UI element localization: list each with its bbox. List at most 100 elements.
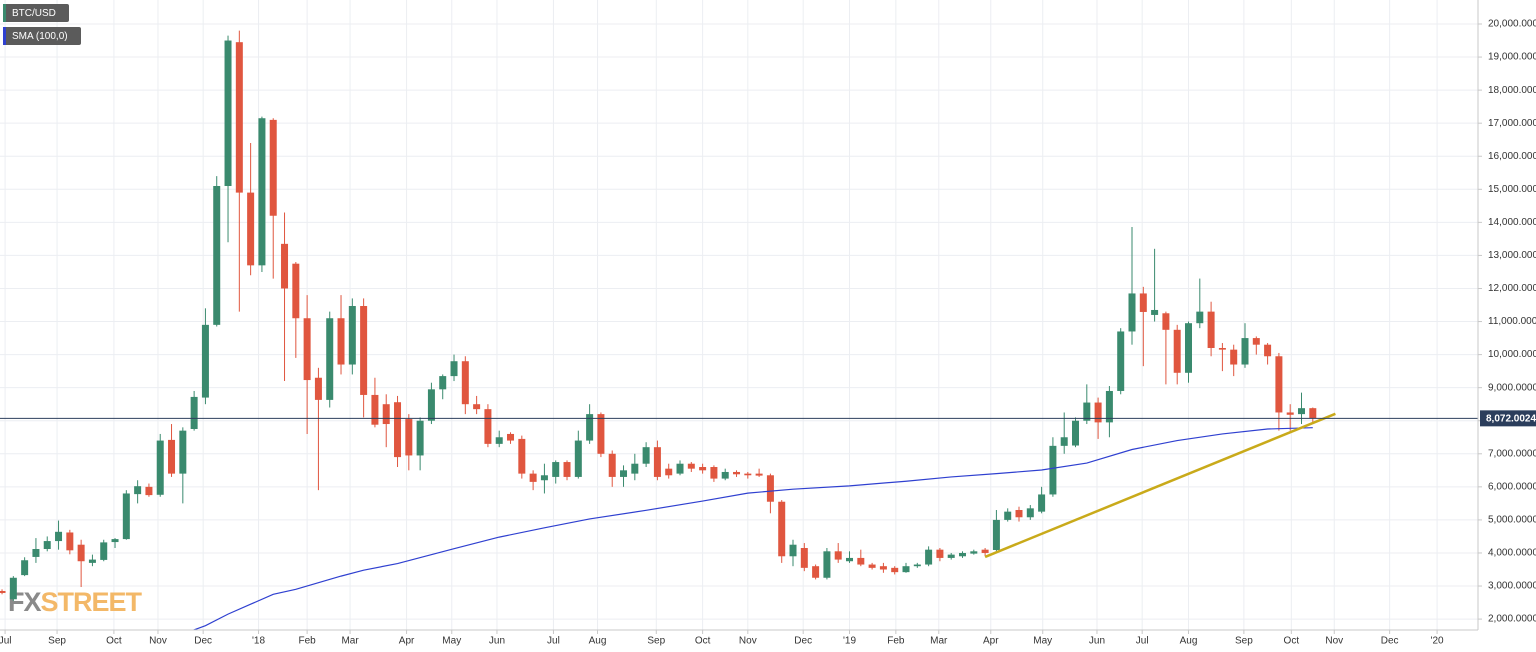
x-tick-label: Jun xyxy=(1089,636,1105,647)
candle-body xyxy=(43,541,51,550)
watermark: FXSTREET xyxy=(8,587,143,617)
candle-body xyxy=(699,467,707,471)
grid xyxy=(0,0,1478,630)
candle-body xyxy=(755,473,763,476)
candle-body xyxy=(733,471,741,475)
candle-body xyxy=(201,324,209,398)
x-tick-label: Mar xyxy=(930,636,948,647)
y-tick-label: 14,000.0000 xyxy=(1488,217,1536,228)
candle-body xyxy=(1139,293,1147,312)
x-tick-label: Nov xyxy=(739,636,757,647)
candle-body xyxy=(1196,311,1204,324)
plot-area xyxy=(0,30,1478,630)
candle-body xyxy=(563,462,571,477)
x-tick-label: Oct xyxy=(1284,636,1300,647)
watermark-street: STREET xyxy=(41,587,143,617)
candle-body xyxy=(394,402,402,458)
y-tick-label: 5,000.0000 xyxy=(1488,515,1536,526)
x-tick-label: Jul xyxy=(547,636,560,647)
candle-body xyxy=(371,394,379,425)
x-tick-label: '20 xyxy=(1431,636,1444,647)
candle-body xyxy=(947,554,955,558)
candle-body xyxy=(156,440,164,495)
candle-body xyxy=(77,544,85,562)
candle-body xyxy=(405,419,413,456)
candle-body xyxy=(834,551,842,560)
x-tick-label: Oct xyxy=(106,636,122,647)
candle-body xyxy=(812,566,820,578)
x-tick-label: Mar xyxy=(341,636,359,647)
candle-body xyxy=(642,447,650,464)
x-tick-label: Nov xyxy=(1325,636,1343,647)
candle-body xyxy=(992,519,1000,550)
y-tick-label: 13,000.0000 xyxy=(1488,250,1536,261)
candle-body xyxy=(959,552,967,557)
candle-body xyxy=(1094,402,1102,423)
candle-body xyxy=(868,564,876,568)
candle-body xyxy=(495,437,503,444)
x-tick-label: May xyxy=(442,636,461,647)
candle-body xyxy=(518,438,526,474)
x-tick-label: '18 xyxy=(252,636,265,647)
candle-body xyxy=(427,389,435,421)
candle-body xyxy=(891,567,899,573)
candle-body xyxy=(0,590,6,593)
candle-body xyxy=(608,453,616,477)
candle-body xyxy=(235,42,243,193)
candle-body xyxy=(936,549,944,558)
candle-body xyxy=(1128,293,1136,332)
candle-body xyxy=(168,439,176,474)
candle-body xyxy=(382,404,390,425)
candle-body xyxy=(1173,329,1181,373)
candle-body xyxy=(778,501,786,557)
candle-body xyxy=(1309,408,1317,419)
candle-body xyxy=(1151,309,1159,315)
x-tick-label: Sep xyxy=(48,636,66,647)
candle-body xyxy=(710,467,718,479)
candle-body xyxy=(721,471,729,479)
candle-body xyxy=(134,486,142,495)
x-tick-label: Aug xyxy=(1180,636,1198,647)
x-tick-label: Sep xyxy=(1235,636,1253,647)
candle-body xyxy=(631,463,639,474)
x-tick-label: Oct xyxy=(695,636,711,647)
candle-body xyxy=(213,185,221,325)
y-tick-label: 11,000.0000 xyxy=(1488,316,1536,327)
last-price-tag xyxy=(1480,410,1536,427)
x-tick-label: Jul xyxy=(1136,636,1149,647)
y-tick-label: 7,000.0000 xyxy=(1488,448,1536,459)
candle-body xyxy=(439,376,447,390)
candle-body xyxy=(857,557,865,565)
candle-body xyxy=(1083,402,1091,421)
candle-body xyxy=(902,566,910,573)
candle-body xyxy=(1060,437,1068,446)
candle-body xyxy=(540,475,548,481)
candle-body xyxy=(1049,445,1057,495)
y-tick-label: 20,000.0000 xyxy=(1488,19,1536,30)
candle-body xyxy=(55,531,63,542)
candle-body xyxy=(1015,509,1023,518)
candle-body xyxy=(190,396,198,429)
candle-body xyxy=(1275,356,1283,413)
x-tick-label: Dec xyxy=(1381,636,1399,647)
candle-body xyxy=(122,493,130,540)
candle-body xyxy=(1230,349,1238,365)
candle-body xyxy=(913,564,921,567)
candle-body xyxy=(597,414,605,454)
candle-body xyxy=(450,361,458,377)
candle-body xyxy=(823,551,831,578)
trendline xyxy=(984,412,1336,559)
y-tick-label: 15,000.0000 xyxy=(1488,184,1536,195)
candle-body xyxy=(653,447,661,477)
x-tick-label: Feb xyxy=(299,636,317,647)
candle-body xyxy=(461,361,469,405)
candle-body xyxy=(1038,494,1046,512)
legend-box xyxy=(3,27,81,45)
candle-body xyxy=(766,475,774,502)
x-tick-label: Dec xyxy=(794,636,812,647)
candle-body xyxy=(1105,390,1113,423)
y-tick-label: 12,000.0000 xyxy=(1488,283,1536,294)
candle-body xyxy=(789,544,797,557)
candle-body xyxy=(1026,508,1034,518)
candle-body xyxy=(586,414,594,441)
